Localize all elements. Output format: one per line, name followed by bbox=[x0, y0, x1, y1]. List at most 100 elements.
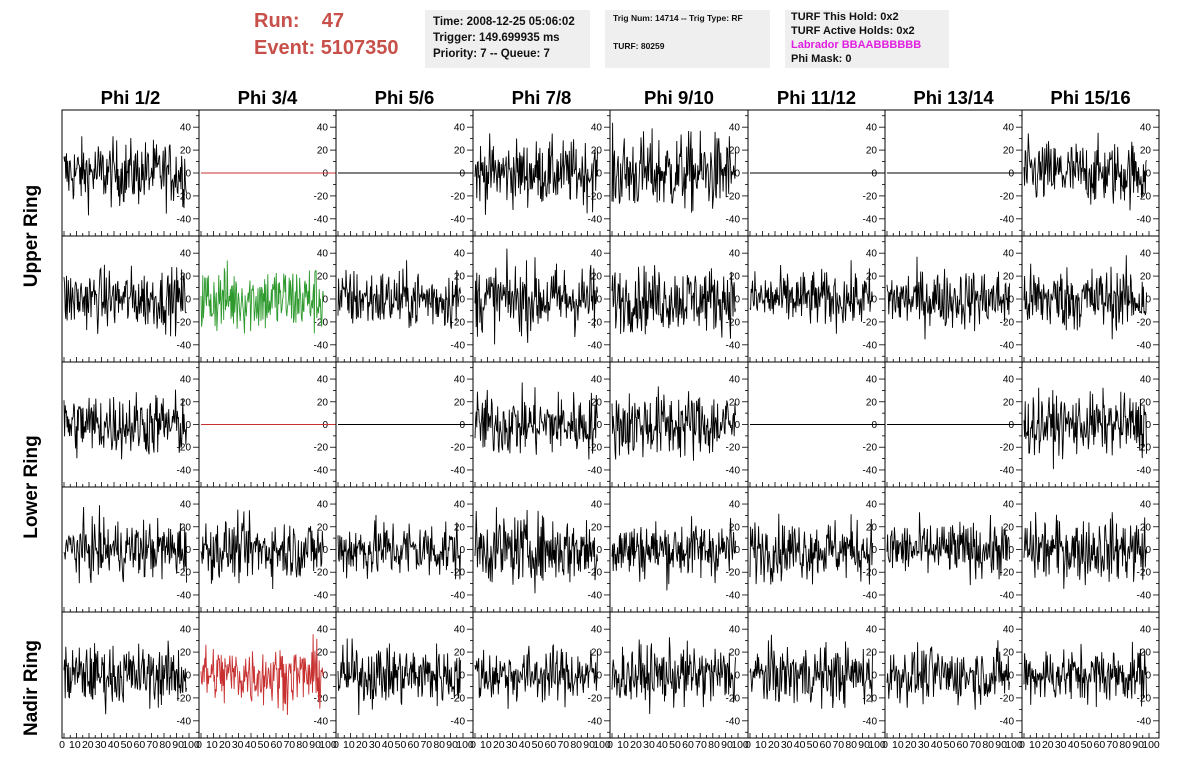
waveform-trace bbox=[63, 640, 187, 715]
y-tick-label: 20 bbox=[866, 146, 878, 157]
y-tick-label: -20 bbox=[1137, 191, 1152, 202]
y-tick-label: 0 bbox=[459, 169, 465, 180]
y-tick-label: 20 bbox=[454, 272, 466, 283]
ring-label: Lower Ring bbox=[21, 435, 42, 538]
y-tick-label: -40 bbox=[451, 465, 466, 476]
priority-text: Priority: 7 -- Queue: 7 bbox=[433, 48, 550, 60]
y-tick-label: -20 bbox=[314, 693, 329, 704]
waveform-trace bbox=[63, 136, 187, 216]
x-tick-label: 40 bbox=[245, 739, 257, 751]
y-tick-label: -20 bbox=[177, 443, 192, 454]
waveform-trace bbox=[611, 516, 736, 591]
phi-mask-text: Phi Mask: 0 bbox=[791, 53, 852, 65]
y-tick-label: -20 bbox=[726, 443, 741, 454]
x-tick-label: 80 bbox=[982, 739, 994, 751]
x-tick-label: 40 bbox=[794, 739, 806, 751]
x-tick-label: 20 bbox=[905, 739, 917, 751]
y-tick-label: 40 bbox=[454, 625, 466, 636]
y-tick-label: 0 bbox=[871, 671, 877, 682]
y-tick-label: 40 bbox=[1003, 375, 1015, 386]
y-tick-label: 40 bbox=[866, 123, 878, 134]
x-tick-label: 30 bbox=[506, 739, 518, 751]
y-tick-label: -20 bbox=[1137, 317, 1152, 328]
y-tick-label: -40 bbox=[863, 340, 878, 351]
y-tick-label: -20 bbox=[1000, 317, 1015, 328]
y-tick-label: -20 bbox=[314, 443, 329, 454]
y-tick-label: 40 bbox=[866, 625, 878, 636]
waveform-trace bbox=[1023, 512, 1147, 589]
y-tick-label: 20 bbox=[591, 648, 603, 659]
x-tick-label: 60 bbox=[545, 739, 557, 751]
turf-text: TURF: 80259 bbox=[613, 41, 665, 51]
waveform-trace bbox=[611, 386, 736, 461]
waveform-trace bbox=[611, 265, 736, 339]
waveform-trace bbox=[1023, 132, 1147, 211]
x-tick-label: 20 bbox=[493, 739, 505, 751]
y-tick-label: 0 bbox=[871, 295, 877, 306]
y-tick-label: -40 bbox=[1137, 716, 1152, 727]
y-tick-label: 20 bbox=[1003, 522, 1015, 533]
y-tick-label: -40 bbox=[1000, 590, 1015, 601]
trig-num-text: Trig Num: 14714 -- Trig Type: RF bbox=[613, 13, 743, 23]
x-tick-label: 20 bbox=[1042, 739, 1054, 751]
y-tick-label: 20 bbox=[1140, 397, 1152, 408]
waveform-trace bbox=[886, 256, 1010, 340]
y-tick-label: -20 bbox=[451, 693, 466, 704]
waveform-trace bbox=[200, 509, 324, 590]
x-tick-label: 80 bbox=[845, 739, 857, 751]
x-tick-label: 70 bbox=[832, 739, 844, 751]
y-tick-label: -20 bbox=[863, 317, 878, 328]
y-tick-label: 40 bbox=[1003, 625, 1015, 636]
x-tick-label: 0 bbox=[59, 739, 65, 751]
y-tick-label: -20 bbox=[1000, 568, 1015, 579]
y-tick-label: 20 bbox=[729, 146, 741, 157]
x-tick-label: 90 bbox=[858, 739, 870, 751]
x-tick-label: 50 bbox=[1081, 739, 1093, 751]
y-tick-label: 0 bbox=[459, 671, 465, 682]
y-tick-label: 20 bbox=[454, 522, 466, 533]
y-tick-label: 40 bbox=[1140, 123, 1152, 134]
y-tick-label: 0 bbox=[185, 295, 191, 306]
waveform-trace bbox=[63, 264, 187, 337]
y-tick-label: 40 bbox=[1003, 249, 1015, 260]
y-tick-label: 0 bbox=[459, 545, 465, 556]
y-tick-label: -20 bbox=[863, 693, 878, 704]
y-tick-label: -40 bbox=[177, 590, 192, 601]
waveform-trace bbox=[474, 248, 598, 345]
y-tick-label: 0 bbox=[871, 169, 877, 180]
y-tick-label: 40 bbox=[454, 249, 466, 260]
x-tick-label: 100 bbox=[868, 739, 886, 751]
waveform-trace bbox=[63, 505, 187, 584]
y-tick-label: 0 bbox=[734, 295, 740, 306]
x-tick-label: 50 bbox=[807, 739, 819, 751]
x-tick-label: 0 bbox=[470, 739, 476, 751]
y-tick-label: 20 bbox=[1140, 648, 1152, 659]
y-tick-label: -20 bbox=[726, 568, 741, 579]
y-tick-label: 0 bbox=[1145, 545, 1151, 556]
y-tick-label: -40 bbox=[1137, 590, 1152, 601]
trig-info-box: Trig Num: 14714 -- Trig Type: RF TURF: 8… bbox=[605, 10, 770, 68]
y-tick-label: 0 bbox=[1008, 295, 1014, 306]
x-tick-label: 20 bbox=[630, 739, 642, 751]
column-title: Phi 5/6 bbox=[375, 87, 435, 108]
y-tick-label: 40 bbox=[866, 249, 878, 260]
y-tick-label: 40 bbox=[180, 625, 192, 636]
x-tick-label: 70 bbox=[695, 739, 707, 751]
event-label: Event: bbox=[254, 37, 316, 59]
y-tick-label: -20 bbox=[588, 693, 603, 704]
waveform-trace bbox=[474, 133, 598, 215]
x-tick-label: 30 bbox=[95, 739, 107, 751]
column-title: Phi 13/14 bbox=[913, 87, 994, 108]
run-event-block: Run: 47 Event: 5107350 bbox=[254, 8, 399, 62]
y-tick-label: 40 bbox=[317, 375, 329, 386]
y-tick-label: -20 bbox=[588, 317, 603, 328]
y-tick-label: -20 bbox=[177, 693, 192, 704]
x-tick-label: 10 bbox=[1029, 739, 1041, 751]
x-tick-label: 80 bbox=[570, 739, 582, 751]
x-tick-label: 80 bbox=[1119, 739, 1131, 751]
y-tick-label: 0 bbox=[185, 671, 191, 682]
turf-info-box: TURF This Hold: 0x2 TURF Active Holds: 0… bbox=[785, 10, 949, 68]
x-tick-label: 90 bbox=[721, 739, 733, 751]
y-tick-label: -40 bbox=[177, 214, 192, 225]
y-tick-label: -20 bbox=[1000, 191, 1015, 202]
